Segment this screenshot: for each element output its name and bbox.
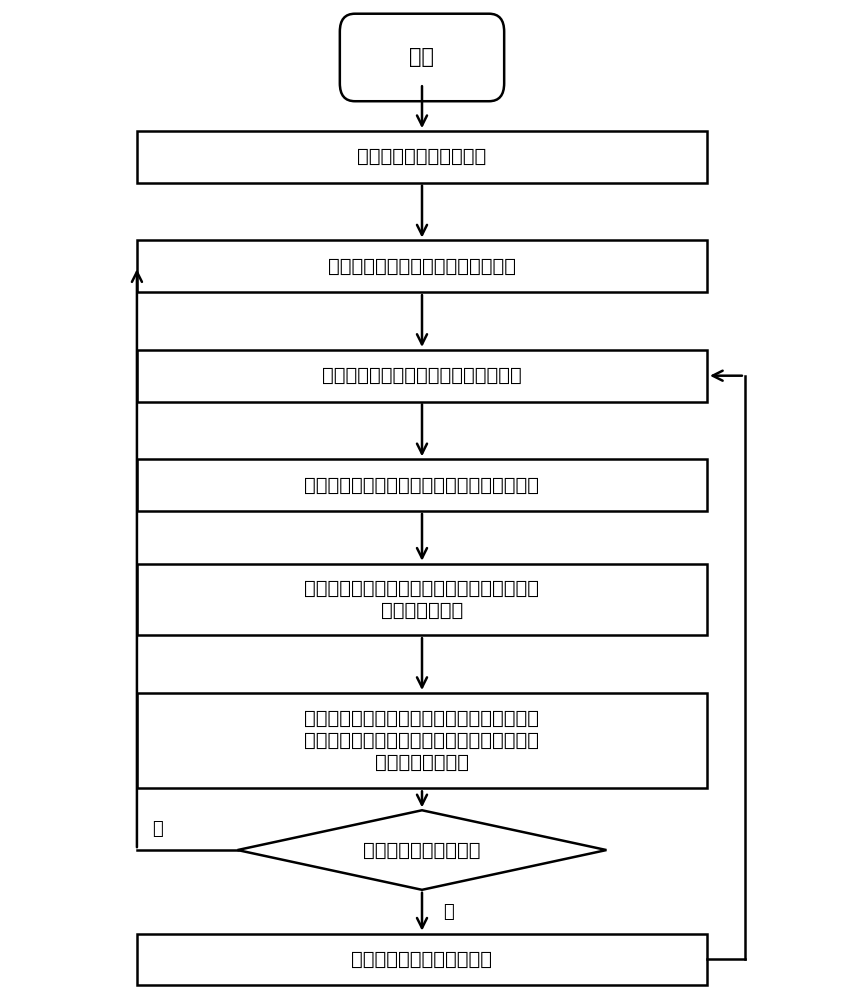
Bar <box>137 240 707 292</box>
Text: 获取各资源可用时间窗口: 获取各资源可用时间窗口 <box>357 147 487 166</box>
Bar <box>137 693 707 788</box>
Bar <box>137 459 707 511</box>
Text: 优选与观测时间窗口匹配的当圈测控时间窗口: 优选与观测时间窗口匹配的当圈测控时间窗口 <box>305 476 539 495</box>
Bar <box>137 350 707 402</box>
Text: 重新优选资源可用时间窗口: 重新优选资源可用时间窗口 <box>351 950 493 969</box>
Text: 应急任务是否成功安排: 应急任务是否成功安排 <box>363 841 481 860</box>
Bar <box>137 564 707 635</box>
Text: 基于优选的观测时间窗口、测控时间窗口与数
传时间窗口，在原有任务规划方案基础上进行
应急任务调整规划: 基于优选的观测时间窗口、测控时间窗口与数 传时间窗口，在原有任务规划方案基础上进… <box>305 709 539 772</box>
Text: 否: 否 <box>443 903 454 921</box>
Text: 选取优先级最高的一个应急观测任务: 选取优先级最高的一个应急观测任务 <box>328 257 516 276</box>
Text: 开始: 开始 <box>409 47 435 67</box>
Bar <box>137 131 707 183</box>
Text: 优选应急观测任务的当圈观测时间窗口: 优选应急观测任务的当圈观测时间窗口 <box>322 366 522 385</box>
Polygon shape <box>237 810 607 890</box>
FancyBboxPatch shape <box>340 14 504 101</box>
Text: 优选与观测时间窗口与测控时间窗口匹配的当
圈数传时间窗口: 优选与观测时间窗口与测控时间窗口匹配的当 圈数传时间窗口 <box>305 579 539 620</box>
Bar <box>137 934 707 985</box>
Text: 是: 是 <box>152 820 163 838</box>
